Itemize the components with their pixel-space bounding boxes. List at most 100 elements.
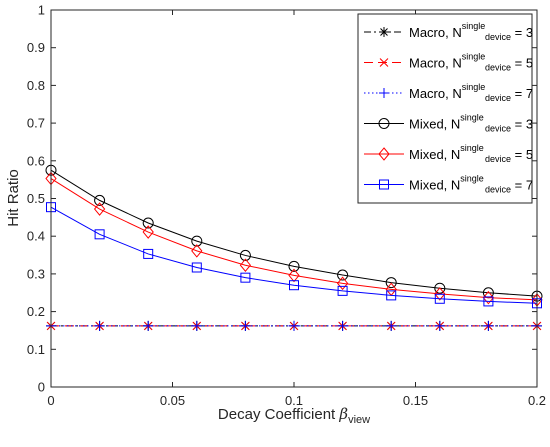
series-5-point-4	[240, 272, 251, 283]
legend-label-sub-3: device	[485, 124, 511, 134]
series-5-point-3	[191, 262, 202, 273]
series-4-point-2	[142, 225, 154, 239]
series-2-point-9	[483, 320, 494, 331]
legend-label-prefix-2: Macro, N	[409, 86, 462, 101]
legend-label-2: Macro, Nsingledevice = 7	[409, 82, 533, 103]
legend-box	[357, 13, 533, 204]
series-layer	[45, 164, 543, 331]
series-5-point-6	[337, 285, 348, 296]
series-5-point-5	[289, 280, 299, 291]
series-4-point-5	[288, 268, 300, 283]
series-4-point-8	[434, 287, 446, 301]
y-axis-label: Hit Ratio	[5, 169, 22, 227]
series-line-4	[50, 178, 538, 301]
series-4-point-1	[93, 202, 106, 216]
series-5-point-1	[94, 229, 105, 240]
legend-entry-3: Mixed, Nsingledevice = 3	[364, 113, 533, 134]
series-4-point-4	[239, 258, 252, 273]
series-3-point-6	[337, 269, 349, 281]
series-4-point-3	[191, 244, 203, 258]
x-axis-label-text: Decay Coefficient	[218, 406, 336, 423]
x-tick-label-3: 0.15	[403, 393, 428, 408]
legend-label-sup-0: single	[462, 21, 486, 31]
x-axis-label: Decay Coefficient βview	[218, 405, 370, 426]
series-5-point-9	[483, 296, 494, 307]
y-tick-label-4: 0.4	[27, 229, 45, 244]
series-2-point-4	[240, 320, 251, 331]
legend-label-suffix-2: = 7	[511, 86, 533, 101]
legend-label-suffix-0: = 3	[511, 25, 533, 40]
legend-label-sub-4: device	[485, 154, 511, 164]
y-tick-label-2: 0.2	[27, 304, 45, 319]
series-2-point-6	[337, 320, 348, 331]
series-3-point-5	[288, 260, 300, 272]
legend-marker-3	[378, 118, 390, 129]
series-2-point-1	[94, 320, 105, 331]
legend-label-suffix-5: = 7	[511, 178, 533, 193]
legend-entry-5: Mixed, Nsingledevice = 7	[364, 174, 533, 195]
y-tick-label-10: 1	[38, 3, 45, 18]
series-3-point-3	[191, 235, 203, 247]
x-axis-label-symbol: β	[338, 405, 348, 423]
x-tick-label-0: 0	[47, 393, 54, 408]
series-line-3	[50, 169, 538, 297]
legend-label-prefix-3: Mixed, N	[409, 117, 460, 132]
legend-label-prefix-1: Macro, N	[409, 56, 462, 71]
series-3-point-1	[94, 194, 106, 206]
legend-label-sub-1: device	[485, 63, 511, 73]
legend-label-1: Macro, Nsingledevice = 5	[409, 52, 533, 73]
y-tick-label-5: 0.5	[27, 191, 45, 206]
legend-marker-2	[379, 88, 389, 98]
axes-layer: 0 0.05 0.1 0.15 0.2 0 0.1 0.2 0.3 0.4 0.5 0.6 0.7 0.8…	[27, 3, 546, 409]
y-tick-label-3: 0.3	[27, 266, 45, 281]
legend-marker-1	[379, 58, 389, 67]
legend-label-4: Mixed, Nsingledevice = 5	[409, 143, 533, 164]
legend-label-sup-3: single	[460, 113, 484, 123]
legend-marker-0	[379, 27, 389, 37]
series-3-point-4	[239, 249, 251, 261]
y-tick-label-7: 0.7	[27, 116, 45, 131]
series-2-point-8	[434, 320, 445, 331]
legend-label-sup-5: single	[460, 174, 484, 184]
legend-entry-1: Macro, Nsingledevice = 5	[364, 52, 533, 73]
legend-label-suffix-1: = 5	[511, 56, 533, 71]
series-5	[46, 202, 542, 309]
series-line-5	[50, 206, 538, 304]
legend-label-sup-2: single	[462, 82, 486, 92]
legend-label-prefix-0: Macro, N	[409, 25, 462, 40]
series-2-point-3	[191, 320, 202, 331]
series-3-point-8	[434, 282, 446, 294]
legend-label-5: Mixed, Nsingledevice = 7	[409, 174, 533, 195]
x-tick-label-2: 0.1	[285, 393, 303, 408]
legend-label-prefix-5: Mixed, N	[409, 178, 460, 193]
legend-marker-4	[378, 147, 390, 161]
y-tick-label-1: 0.1	[27, 342, 45, 357]
x-tick-label-1: 0.05	[160, 393, 185, 408]
series-3-point-7	[385, 277, 397, 289]
x-tick-label-4: 0.2	[528, 393, 546, 408]
legend-label-suffix-3: = 3	[511, 117, 533, 132]
legend-label-prefix-4: Mixed, N	[409, 147, 460, 162]
legend-label-sub-5: device	[485, 185, 511, 195]
legend-entry-2: Macro, Nsingledevice = 7	[364, 82, 533, 103]
legend-label-suffix-4: = 5	[511, 147, 533, 162]
series-4-point-6	[336, 276, 349, 291]
series-2-point-5	[289, 320, 299, 331]
series-4-point-9	[482, 290, 495, 305]
legend-label-sub-0: device	[485, 32, 511, 42]
series-5-point-2	[143, 248, 154, 259]
series-2-point-7	[386, 320, 397, 331]
legend-label-sub-2: device	[485, 93, 511, 103]
legend-label-0: Macro, Nsingledevice = 3	[409, 21, 533, 42]
legend-label-3: Mixed, Nsingledevice = 3	[409, 113, 533, 134]
series-3-point-2	[142, 217, 154, 229]
y-tick-label-9: 0.9	[27, 40, 45, 55]
x-axis-label-subscript: view	[348, 414, 370, 426]
series-2	[46, 320, 542, 331]
y-tick-label-8: 0.8	[27, 78, 45, 93]
legend-entry-0: Macro, Nsingledevice = 3	[364, 21, 533, 42]
series-2-point-2	[143, 320, 154, 331]
legend-marker-5	[379, 179, 389, 190]
